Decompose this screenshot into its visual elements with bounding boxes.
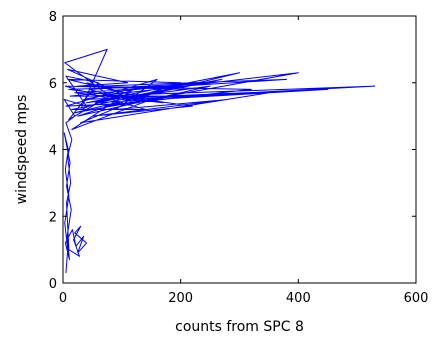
plot-area (62, 15, 417, 284)
y-tick-label: 6 (49, 77, 57, 92)
y-tick-label: 8 (49, 10, 57, 25)
x-tick-label: 0 (59, 291, 67, 306)
labels-layer: counts from SPC 8 windspeed mps (14, 95, 304, 335)
x-tick-label: 600 (404, 291, 429, 306)
y-tick-label: 4 (49, 144, 57, 159)
series-layer (63, 48, 376, 274)
ticks-layer: 0 200 400 600 0 2 4 6 8 (49, 10, 429, 306)
plot-frame (62, 15, 417, 284)
y-tick-label: 0 (49, 277, 57, 292)
y-tick-label: 2 (49, 210, 57, 225)
y-axis-title: windspeed mps (14, 95, 30, 205)
x-tick-label: 400 (286, 291, 311, 306)
x-axis-title: counts from SPC 8 (175, 319, 304, 335)
series-line-0 (63, 48, 376, 274)
x-tick-label: 200 (168, 291, 193, 306)
